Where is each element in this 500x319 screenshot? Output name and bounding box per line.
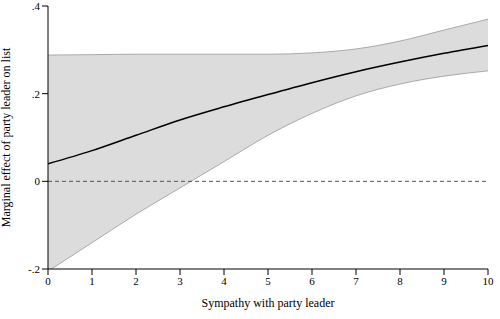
svg-text:.4: .4 <box>32 0 41 12</box>
svg-text:2: 2 <box>133 275 139 287</box>
svg-text:10: 10 <box>483 275 493 287</box>
svg-text:0: 0 <box>45 275 51 287</box>
svg-text:Sympathy with party leader: Sympathy with party leader <box>202 296 335 310</box>
svg-text:9: 9 <box>441 275 447 287</box>
svg-text:Marginal effect of party leade: Marginal effect of party leader on list <box>8 47 13 227</box>
svg-text:0: 0 <box>35 175 41 187</box>
svg-text:6: 6 <box>309 275 315 287</box>
svg-text:8: 8 <box>397 275 403 287</box>
svg-text:5: 5 <box>265 275 271 287</box>
svg-text:3: 3 <box>177 275 183 287</box>
svg-text:1: 1 <box>89 275 95 287</box>
svg-text:7: 7 <box>353 275 359 287</box>
svg-text:.2: .2 <box>32 88 40 100</box>
svg-text:-.2: -.2 <box>28 263 40 275</box>
svg-text:4: 4 <box>221 275 227 287</box>
